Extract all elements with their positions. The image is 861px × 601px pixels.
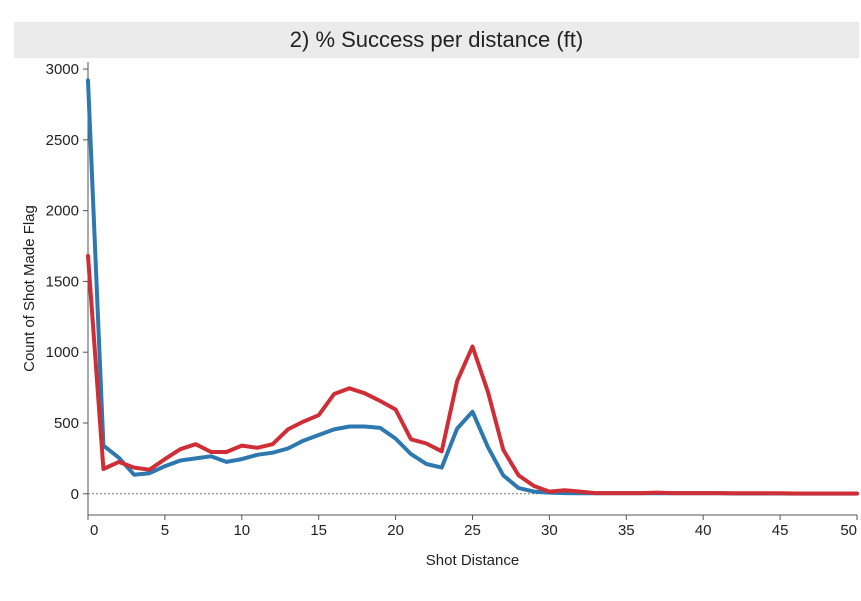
- x-tick-label: 25: [464, 522, 481, 539]
- series-line-1: [86, 78, 859, 496]
- y-tick-label: 3000: [46, 61, 79, 78]
- x-tick-label: 35: [618, 522, 635, 539]
- y-tick-label: 500: [54, 415, 79, 432]
- y-tick-label: 2000: [46, 203, 79, 220]
- x-tick-label: 5: [161, 522, 169, 539]
- x-tick-label: 0: [90, 522, 98, 539]
- chart-title: 2) % Success per distance (ft): [289, 27, 584, 52]
- x-tick-label: 40: [695, 522, 712, 539]
- y-tick-label: 1500: [46, 273, 79, 290]
- x-tick-label: 10: [233, 522, 250, 539]
- series-line-2: [86, 253, 859, 496]
- y-tick-label: 1000: [46, 344, 79, 361]
- x-tick-label: 45: [772, 522, 789, 539]
- y-tick-label: 2500: [46, 132, 79, 149]
- y-tick-label: 0: [71, 486, 79, 503]
- x-tick-label: 15: [310, 522, 327, 539]
- y-axis-label: Count of Shot Made Flag: [21, 205, 38, 372]
- x-axis-label: Shot Distance: [426, 552, 519, 569]
- x-tick-label: 20: [387, 522, 404, 539]
- x-tick-label: 50: [840, 522, 857, 539]
- x-tick-label: 30: [541, 522, 558, 539]
- chart-title-bar: 2) % Success per distance (ft): [14, 22, 859, 58]
- chart-axes: 0 500 1000 1500 2000 2500 3000 0 5 10 15 20 25 30 35 40…: [46, 61, 858, 539]
- chart-marks: [86, 78, 859, 496]
